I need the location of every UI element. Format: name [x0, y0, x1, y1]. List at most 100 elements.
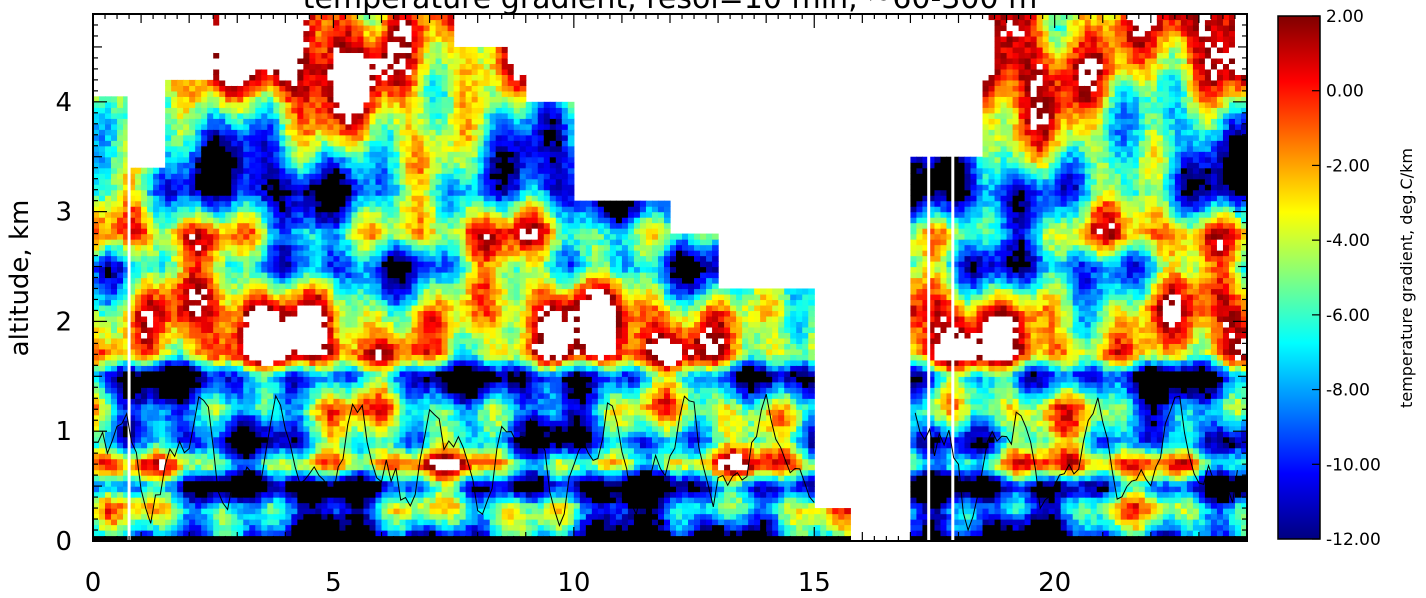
- heat-cell: [165, 173, 172, 180]
- heat-cell: [105, 293, 112, 301]
- heat-cell: [399, 502, 407, 509]
- heat-cell: [267, 310, 274, 317]
- heat-cell: [111, 491, 118, 498]
- heat-cell: [177, 326, 184, 333]
- heat-cell: [381, 178, 389, 185]
- heat-cell: [183, 381, 190, 388]
- heat-cell: [105, 519, 112, 526]
- heat-cell: [231, 321, 238, 328]
- heat-cell: [165, 387, 172, 394]
- heat-cell: [123, 420, 130, 427]
- heat-cell: [207, 491, 214, 498]
- heat-cell: [315, 52, 322, 59]
- heat-cell: [417, 151, 425, 158]
- heat-cell: [225, 332, 232, 339]
- heat-cell: [321, 96, 329, 103]
- heat-cell: [327, 35, 335, 43]
- heat-cell: [393, 112, 401, 119]
- heat-cell: [123, 129, 130, 136]
- heat-cell: [417, 255, 425, 262]
- heat-cell: [339, 370, 347, 377]
- heat-cell: [231, 46, 238, 54]
- heat-cell: [225, 464, 232, 471]
- heat-cell: [393, 497, 401, 504]
- heat-cell: [93, 129, 100, 136]
- heat-cell: [285, 52, 292, 59]
- heat-cell: [279, 228, 286, 235]
- heat-cell: [345, 486, 353, 493]
- heat-cell: [345, 469, 353, 476]
- heat-cell: [177, 464, 184, 471]
- heat-cell: [363, 475, 371, 482]
- heat-cell: [117, 475, 124, 482]
- heat-cell: [387, 52, 395, 59]
- heat-cell: [165, 398, 172, 405]
- heat-cell: [339, 189, 347, 196]
- heat-cell: [417, 447, 425, 454]
- heat-cell: [327, 288, 335, 295]
- heat-cell: [321, 475, 329, 482]
- heat-cell: [111, 222, 118, 229]
- heat-cell: [417, 68, 425, 75]
- heat-cell: [195, 420, 202, 427]
- heat-cell: [399, 403, 407, 410]
- heat-cell: [189, 293, 196, 301]
- heat-cell: [303, 425, 310, 432]
- heat-cell: [357, 442, 365, 449]
- heat-cell: [141, 261, 148, 268]
- heat-cell: [147, 348, 154, 355]
- heat-cell: [369, 118, 377, 125]
- heat-cell: [177, 272, 184, 279]
- heat-cell: [333, 14, 341, 21]
- heat-cell: [231, 272, 238, 279]
- heat-cell: [261, 101, 268, 108]
- heat-cell: [369, 447, 377, 454]
- heat-cell: [93, 458, 100, 465]
- heat-cell: [279, 425, 286, 432]
- heat-cell: [255, 79, 262, 86]
- heat-cell: [147, 337, 154, 344]
- heat-cell: [303, 167, 310, 174]
- heat-cell: [375, 74, 383, 81]
- heat-cell: [387, 315, 395, 323]
- heat-cell: [369, 535, 377, 541]
- heat-cell: [237, 195, 244, 202]
- heat-cell: [261, 315, 268, 323]
- heat-cell: [183, 502, 190, 509]
- heat-cell: [231, 239, 238, 246]
- heat-cell: [135, 458, 142, 465]
- heat-cell: [411, 255, 419, 262]
- heat-cell: [351, 519, 359, 526]
- heat-cell: [285, 392, 292, 399]
- heat-cell: [225, 211, 232, 218]
- heat-cell: [291, 24, 298, 32]
- heat-cell: [135, 442, 142, 449]
- heat-cell: [411, 178, 419, 185]
- heat-cell: [261, 392, 268, 399]
- heat-cell: [243, 96, 250, 103]
- heat-cell: [399, 14, 407, 21]
- heat-cell: [207, 354, 214, 361]
- heat-cell: [213, 24, 220, 32]
- heat-cell: [411, 348, 419, 355]
- heat-cell: [309, 381, 316, 388]
- heat-cell: [243, 255, 250, 262]
- heat-cell: [153, 392, 160, 399]
- heat-cell: [279, 365, 286, 372]
- heat-cell: [405, 52, 413, 59]
- heat-cell: [213, 244, 220, 251]
- heat-cell: [387, 370, 395, 377]
- heat-cell: [153, 200, 160, 207]
- heat-cell: [123, 211, 130, 218]
- heat-cell: [363, 107, 371, 114]
- heat-cell: [171, 321, 178, 328]
- heat-cell: [213, 326, 220, 333]
- heat-cell: [279, 392, 286, 399]
- heat-cell: [267, 370, 274, 377]
- heat-cell: [393, 79, 401, 86]
- heat-cell: [357, 85, 365, 92]
- heat-cell: [237, 315, 244, 323]
- heat-cell: [225, 178, 232, 185]
- heat-cell: [159, 277, 166, 284]
- heat-cell: [369, 178, 377, 185]
